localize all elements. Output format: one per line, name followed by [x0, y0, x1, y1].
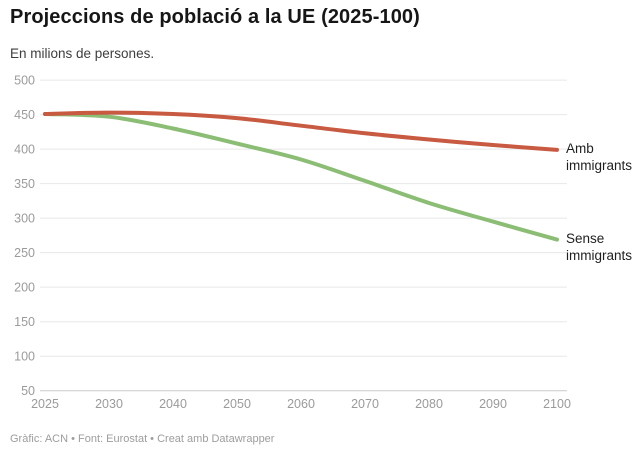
y-axis-tick-label: 250	[14, 246, 35, 260]
x-axis-tick-label: 2070	[351, 397, 379, 411]
chart-subtitle: En milions de persones.	[10, 46, 155, 61]
series-line-sense-immigrants	[43, 111, 559, 242]
series-line-amb-immigrants	[43, 110, 559, 152]
x-axis-tick-label: 2025	[31, 397, 59, 411]
chart-credit-line: Gràfic: ACN • Font: Eurostat • Creat amb…	[10, 433, 275, 445]
chart-title: Projeccions de població a la UE (2025-10…	[10, 6, 420, 28]
y-axis-tick-label: 200	[14, 281, 35, 295]
x-axis-tick-label: 2080	[415, 397, 443, 411]
series-label-amb-immigrants: Amb immigrants	[566, 141, 633, 173]
x-axis-tick-label: 2050	[223, 397, 251, 411]
y-axis-tick-label: 450	[14, 108, 35, 122]
x-axis-tick-label: 2060	[287, 397, 315, 411]
x-axis-tick-label: 2040	[159, 397, 187, 411]
x-axis-tick-label: 2100	[543, 397, 571, 411]
y-axis-tick-label: 100	[14, 350, 35, 364]
y-axis-tick-label: 50	[21, 384, 35, 398]
y-axis-tick-label: 400	[14, 143, 35, 157]
y-axis-tick-label: 150	[14, 315, 35, 329]
y-axis-tick-label: 350	[14, 177, 35, 191]
y-axis-tick-label: 300	[14, 212, 35, 226]
x-axis-tick-label: 2090	[479, 397, 507, 411]
x-axis-tick-label: 2030	[95, 397, 123, 411]
y-axis-tick-label: 500	[14, 74, 35, 88]
series-label-sense-immigrants: Sense immigrants	[566, 231, 633, 263]
